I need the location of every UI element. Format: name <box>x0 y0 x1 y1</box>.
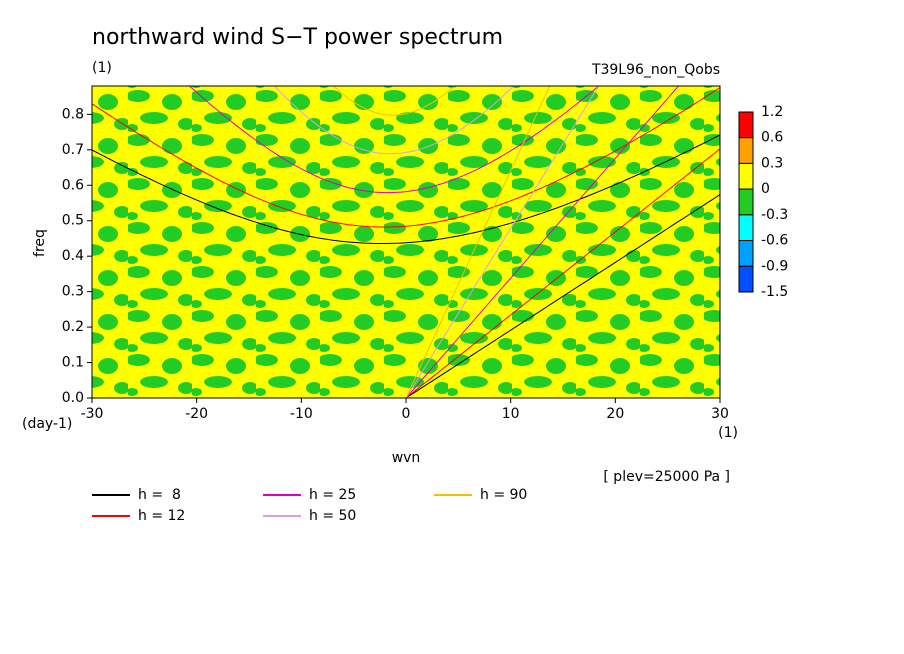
subtitle: (1) <box>92 60 112 76</box>
y-tick-label: 0.5 <box>62 213 84 229</box>
colorbar-box <box>738 162 754 190</box>
kelvin-curve <box>405 86 551 398</box>
x-axis-label: wvn <box>392 450 421 466</box>
gravity-curve <box>333 86 456 116</box>
legend-label: h = 90 <box>480 487 527 503</box>
colorbar-box <box>738 214 754 242</box>
legend-label: h = 25 <box>309 487 356 503</box>
legend-label: h = 8 <box>138 487 181 503</box>
y-unit: (day-1) <box>22 416 72 432</box>
colorbar-box <box>738 265 754 293</box>
x-tick-label: 20 <box>606 406 624 422</box>
x-tick-label: 10 <box>502 406 520 422</box>
y-tick-label: 0.1 <box>62 355 84 371</box>
kelvin-curve <box>405 86 680 398</box>
colorbar-box <box>738 240 754 267</box>
colorbar-label: 0.6 <box>761 130 783 146</box>
gravity-curve <box>273 86 515 155</box>
spectrum-field <box>92 86 720 398</box>
colorbar-label: -0.6 <box>761 233 788 249</box>
gravity-curve <box>92 134 720 244</box>
y-tick-label: 0.4 <box>62 248 84 264</box>
colorbar-box <box>738 137 754 164</box>
legend-label: h = 50 <box>309 508 356 524</box>
y-tick-label: 0.0 <box>62 390 84 406</box>
x-tick-label: -10 <box>290 406 313 422</box>
x-tick-label: 0 <box>402 406 411 422</box>
colorbar-label: -0.9 <box>761 258 788 274</box>
annotation: [ plev=25000 Pa ] <box>603 469 730 485</box>
colorbar-label: 0 <box>761 181 770 197</box>
y-tick-label: 0.3 <box>62 284 84 300</box>
colorbar-label: 0.3 <box>761 155 783 171</box>
colorbar-label: 1.2 <box>761 104 783 120</box>
kelvin-curve <box>405 148 720 398</box>
x-unit: (1) <box>718 425 738 441</box>
y-axis-label: freq <box>32 229 48 257</box>
kelvin-curve <box>405 194 720 398</box>
x-tick-label: 30 <box>711 406 729 422</box>
y-tick-label: 0.8 <box>62 106 84 122</box>
colorbar-box <box>738 188 754 216</box>
x-tick-label: -30 <box>81 406 104 422</box>
chart-title: northward wind S−T power spectrum <box>92 25 503 50</box>
colorbar-label: -1.5 <box>761 284 788 300</box>
y-tick-label: 0.2 <box>62 319 84 335</box>
colorbar-label: -0.3 <box>761 207 788 223</box>
y-tick-label: 0.7 <box>62 142 84 158</box>
y-tick-label: 0.6 <box>62 177 84 193</box>
experiment: T39L96_non_Qobs <box>591 62 720 78</box>
gravity-curve <box>188 86 600 194</box>
colorbar-box <box>738 111 754 139</box>
gravity-curve <box>92 87 720 228</box>
legend-label: h = 12 <box>138 508 185 524</box>
kelvin-curve <box>405 86 600 398</box>
x-tick-label: -20 <box>185 406 208 422</box>
